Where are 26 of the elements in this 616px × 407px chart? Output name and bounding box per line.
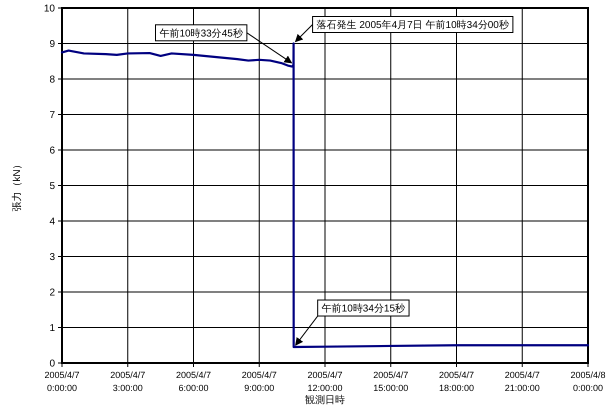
x-tick-label: 2005/4/7 9:00:00 xyxy=(242,370,277,393)
y-tick-label: 5 xyxy=(49,181,56,192)
y-tick-label: 10 xyxy=(44,4,56,14)
y-tick-label: 7 xyxy=(49,110,56,121)
x-tick-label: 2005/4/7 18:00:00 xyxy=(438,370,474,393)
x-tick-label: 2005/4/7 0:00:00 xyxy=(44,370,80,393)
annotation: 落石発生 2005年4月7日 午前10時34分00秒 xyxy=(316,19,509,31)
x-tick-label: 2005/4/7 21:00:00 xyxy=(504,370,540,393)
y-tick-label: 9 xyxy=(49,39,56,50)
x-tick-label: 2005/4/7 6:00:00 xyxy=(176,370,212,393)
y-tick-label: 3 xyxy=(49,252,56,263)
y-tick-label: 1 xyxy=(49,323,56,334)
line-series xyxy=(60,42,590,348)
y-tick-label: 0 xyxy=(49,358,56,370)
x-tick-label: 2005/4/7 15:00:00 xyxy=(373,370,408,393)
y-tick-label: 8 xyxy=(49,74,56,86)
y-tick-label: 4 xyxy=(49,216,56,228)
x-tick-label: 2005/4/7 12:00:00 xyxy=(307,370,343,393)
y-tick-label: 6 xyxy=(49,146,56,156)
x-tick-label: 2005/4/8 0:00:00 xyxy=(570,370,606,393)
annotation: 午前10時33分45秒 xyxy=(159,27,243,40)
x-axis-title: 観測日時 xyxy=(305,394,345,406)
y-axis-title: 張力（kN） xyxy=(11,159,23,212)
x-tick-label: 2005/4/7 3:00:00 xyxy=(110,370,146,393)
y-tick-label: 2 xyxy=(49,288,56,298)
annotation: 午前10時34分15秒 xyxy=(322,302,406,315)
